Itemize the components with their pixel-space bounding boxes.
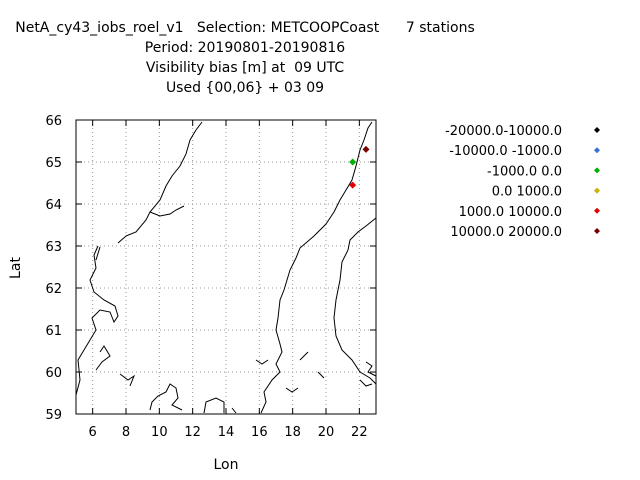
- legend-marker: [594, 207, 600, 214]
- station-marker: [349, 158, 357, 166]
- title-variable: Visibility bias [m] at 09 UTC: [145, 60, 345, 76]
- x-tick-label: 6: [89, 425, 97, 440]
- coastline-finland-south: [359, 361, 377, 387]
- x-tick-label: 10: [151, 425, 168, 440]
- y-tick-label: 63: [45, 240, 62, 255]
- legend: -20000.0-10000.0 -10000.0 -1000.0 -1000.0 …: [445, 124, 600, 240]
- y-tick-label: 59: [45, 408, 62, 423]
- coastline-bothnia-east: [333, 217, 377, 385]
- y-axis-label: Lat: [8, 257, 24, 279]
- y-tick-label: 60: [45, 366, 62, 381]
- y-tick-label: 61: [45, 324, 62, 339]
- coastline-norway-south: [75, 245, 119, 413]
- coastline-sweden-islands: [255, 351, 325, 393]
- x-tick-label: 16: [251, 425, 268, 440]
- station-marker: [349, 181, 357, 189]
- coastline-skagerrak: [203, 397, 237, 414]
- title-period: Period: 20190801-20190816: [144, 40, 346, 56]
- legend-label: 0.0 1000.0: [492, 185, 562, 200]
- legend-label: 1000.0 10000.0: [459, 205, 562, 220]
- coastline-norway-fjord: [95, 345, 183, 411]
- station-marker: [362, 145, 370, 153]
- y-tick-label: 62: [45, 282, 62, 297]
- legend-marker: [594, 228, 600, 234]
- x-tick-label: 12: [184, 425, 201, 440]
- y-tick-label: 66: [45, 114, 62, 129]
- x-tick-label: 22: [351, 425, 368, 440]
- grid: [76, 119, 376, 415]
- legend-label: 10000.0 20000.0: [450, 225, 562, 240]
- stations: [349, 145, 370, 189]
- title-used: Used {00,06} + 03 09: [165, 80, 325, 96]
- x-tick-label: 14: [218, 425, 235, 440]
- legend-marker: [594, 127, 600, 133]
- x-tick-label: 20: [318, 425, 335, 440]
- selection-label: Selection: METCOOPCoast: [196, 20, 380, 36]
- legend-marker: [594, 167, 600, 174]
- legend-label: -1000.0 0.0: [487, 164, 562, 179]
- coastline: [75, 121, 377, 414]
- y-tick-label: 65: [45, 156, 62, 171]
- y-tick-label: 64: [45, 198, 62, 213]
- coastline-norway-north: [117, 121, 203, 244]
- x-tick-label: 18: [284, 425, 301, 440]
- legend-label: -10000.0 -1000.0: [449, 144, 562, 159]
- x-tick-label: 8: [122, 425, 130, 440]
- title-line-1: NetA_cy43_iobs_roel_v1 Selection: METCOO…: [0, 20, 490, 36]
- legend-label: -20000.0-10000.0: [445, 124, 562, 139]
- experiment-name: NetA_cy43_iobs_roel_v1: [15, 20, 184, 36]
- legend-marker: [594, 187, 600, 194]
- coastline-bothnia-west: [260, 121, 373, 414]
- axes: 6 8 10 12 14 16 18 20 22 59 60 61 62 63 64 65 66 Lon Lat: [8, 114, 377, 473]
- station-count: 7 stations: [405, 20, 475, 36]
- legend-marker: [594, 147, 600, 154]
- x-axis-label: Lon: [214, 457, 239, 473]
